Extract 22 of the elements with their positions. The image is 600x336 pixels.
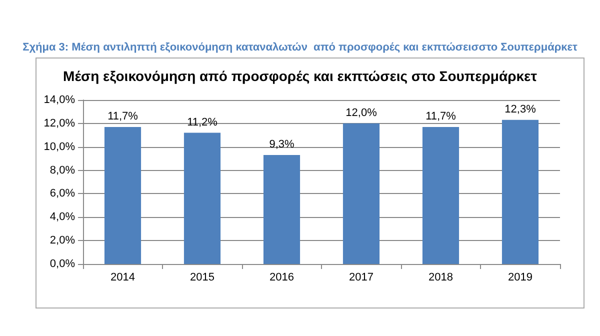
text: Σχήμα 3: Μέση αντιληπτή εξοικονόμηση καταναλωτών από προσφορές και εκπτώσεισστο Σουπερμάρκετ	[22, 42, 578, 54]
y-tick-label: 0,0%	[50, 258, 76, 270]
data-label: 9,3%	[269, 138, 294, 151]
data-label: 12,0%	[346, 106, 378, 119]
y-tick-label: 6,0%	[50, 188, 76, 200]
data-label: 11,7%	[426, 110, 456, 122]
data-label: 11,2%	[187, 116, 218, 128]
y-tick-label: 12,0%	[44, 117, 76, 130]
y-tick-label: 14,0%	[44, 94, 76, 106]
x-tick-label: 2015	[190, 272, 214, 284]
x-tick-label: 2018	[428, 272, 453, 284]
y-tick-label: 2,0%	[50, 234, 76, 247]
y-tick-label: 8,0%	[50, 164, 76, 176]
data-label: 12,3%	[504, 103, 536, 116]
x-tick-label: 2017	[349, 272, 374, 284]
y-tick-label: 4,0%	[50, 211, 76, 224]
data-label: 11,7%	[108, 110, 138, 122]
x-tick-label: 2014	[110, 272, 135, 284]
y-tick-label: 10,0%	[44, 140, 76, 153]
x-tick-label: 2016	[270, 272, 294, 284]
chart-title: Μέση εξοικονόμηση από προσφορές και εκπτώσεις στο Σουπερμάρκετ	[63, 68, 538, 84]
x-tick-label: 2019	[508, 272, 532, 284]
